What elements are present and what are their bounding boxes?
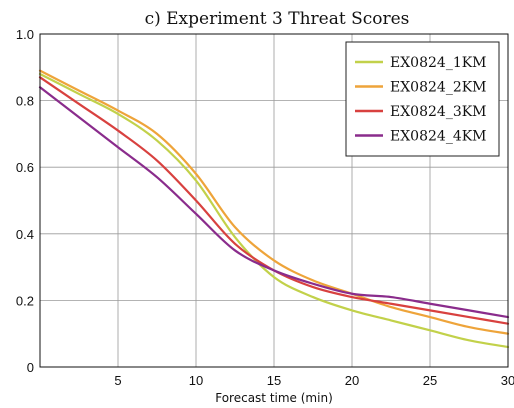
legend: EX0824_1KM EX0824_2KM EX0824_3KM EX0824_4KM (345, 41, 500, 157)
series-layer (38, 69, 510, 349)
series-line-ex0824-4km (38, 86, 510, 319)
legend-entry-label: EX0824_3KM (390, 104, 487, 120)
tick-layer: 5 10 15 20 25 30 0 0.2 0.4 0.6 0.8 1.0 (16, 27, 514, 388)
plot-frame (39, 33, 509, 368)
series-line-ex0824-2km (38, 69, 510, 335)
y-tick-label: 1.0 (16, 27, 34, 42)
legend-entry-label: EX0824_1KM (390, 55, 487, 71)
legend-entry-label: EX0824_4KM (390, 129, 487, 145)
x-tick-label: 15 (267, 373, 281, 388)
y-tick-label: 0.2 (16, 293, 34, 308)
y-tick-label: 0.6 (16, 160, 34, 175)
x-tick-label: 25 (423, 373, 437, 388)
x-tick-label: 20 (345, 373, 359, 388)
x-axis-label: Forecast time (min) (215, 391, 333, 405)
legend-entry-label: EX0824_2KM (390, 80, 487, 96)
chart-title: c) Experiment 3 Threat Scores (145, 9, 410, 29)
x-tick-label: 10 (189, 373, 203, 388)
series-line-ex0824-1km (38, 72, 510, 349)
x-tick-label: 30 (501, 373, 514, 388)
x-tick-label: 5 (114, 373, 121, 388)
y-tick-label: 0.4 (16, 227, 34, 242)
y-tick-label: 0 (27, 360, 34, 375)
y-tick-label: 0.8 (16, 94, 34, 109)
